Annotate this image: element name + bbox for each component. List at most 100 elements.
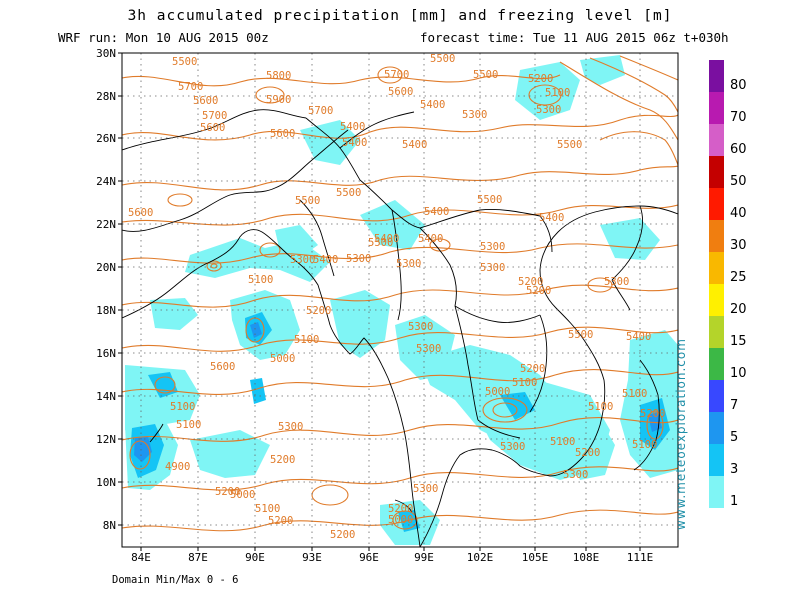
- freezing-level-label: 5600: [388, 86, 413, 98]
- freezing-level-label: 5400: [424, 206, 449, 218]
- freezing-level-label: 5300: [462, 109, 487, 121]
- colorbar-swatch: [709, 92, 724, 124]
- freezing-level-label: 5400: [342, 137, 367, 149]
- freezing-level-label: 5100: [248, 274, 273, 286]
- lat-label: 10N: [96, 476, 116, 489]
- lon-label: 102E: [467, 551, 494, 564]
- freezing-level-label: 5500: [295, 195, 320, 207]
- lat-label: 22N: [96, 218, 116, 231]
- freezing-level-label: 5100: [550, 436, 575, 448]
- lon-label: 84E: [131, 551, 151, 564]
- colorbar-swatch: [709, 476, 724, 508]
- freezing-level-label: 5100: [170, 401, 195, 413]
- freezing-level-label: 5900: [266, 94, 291, 106]
- colorbar-label: 7: [730, 398, 738, 413]
- colorbar-label: 10: [730, 366, 747, 381]
- latitude-axis: 30N 28N 26N 24N 22N 20N 18N 16N 14N 12N 10N 8N: [96, 47, 122, 532]
- colorbar-label: 5: [730, 430, 738, 445]
- precipitation-colorbar: 80 70 60 50 40 30 25 20 15 10 7 5 3 1: [709, 60, 747, 509]
- lat-label: 8N: [103, 519, 116, 532]
- freezing-level-label: 5500: [172, 56, 197, 68]
- freezing-level-label: 5100: [622, 388, 647, 400]
- freezing-level-label: 5300: [290, 254, 315, 266]
- freezing-level-label: 5300: [480, 241, 505, 253]
- freezing-level-labels: 5500570056005700560058005900570056005400…: [128, 53, 665, 541]
- freezing-level-label: 5500: [568, 329, 593, 341]
- freezing-level-label: 5600: [193, 95, 218, 107]
- lat-label: 14N: [96, 390, 116, 403]
- colorbar-label: 15: [730, 334, 747, 349]
- freezing-level-label: 5200: [640, 408, 665, 420]
- colorbar-swatch: [709, 316, 724, 348]
- freezing-level-label: 5200: [528, 73, 553, 85]
- lon-label: 99E: [414, 551, 434, 564]
- map-graticule: [122, 53, 678, 547]
- colorbar-label: 70: [730, 110, 747, 125]
- lon-label: 93E: [302, 551, 322, 564]
- lat-label: 28N: [96, 90, 116, 103]
- freezing-level-label: 5600: [128, 207, 153, 219]
- freezing-level-label: 5300: [346, 253, 371, 265]
- freezing-level-label: 5600: [200, 122, 225, 134]
- freezing-level-label: 5500: [336, 187, 361, 199]
- freezing-level-label: 5300: [396, 258, 421, 270]
- freezing-level-label: 5400: [374, 233, 399, 245]
- freezing-level-label: 5100: [588, 401, 613, 413]
- freezing-level-label: 5400: [626, 331, 651, 343]
- freezing-level-label: 5500: [430, 53, 455, 65]
- map-title: 3h accumulated precipitation [mm] and fr…: [127, 8, 673, 24]
- lat-label: 12N: [96, 433, 116, 446]
- freezing-level-label: 5100: [294, 334, 319, 346]
- freezing-level-label: 5000: [230, 489, 255, 501]
- freezing-level-label: 5800: [266, 70, 291, 82]
- colorbar-swatch: [709, 444, 724, 476]
- freezing-level-label: 5400: [420, 99, 445, 111]
- colorbar-swatch: [709, 124, 724, 156]
- freezing-level-label: 5200: [575, 447, 600, 459]
- freezing-level-label: 5300: [416, 343, 441, 355]
- colorbar-swatch: [709, 220, 724, 252]
- colorbar-label: 80: [730, 78, 747, 93]
- map-frame: [121, 52, 679, 548]
- freezing-level-label: 5700: [202, 110, 227, 122]
- colorbar-label: 30: [730, 238, 747, 253]
- colorbar-swatch: [709, 380, 724, 412]
- coastlines-and-borders: [122, 109, 678, 547]
- freezing-level-label: 5300: [480, 262, 505, 274]
- precipitation-areas: [125, 55, 678, 545]
- colorbar-label: 25: [730, 270, 747, 285]
- colorbar-swatch: [709, 156, 724, 188]
- lon-label: 87E: [188, 551, 208, 564]
- freezing-level-label: 5100: [545, 87, 570, 99]
- colorbar-swatch: [709, 252, 724, 284]
- forecast-time-label: forecast time: Tue 11 AUG 2015 06z t+030…: [420, 30, 729, 45]
- freezing-level-label: 5500: [368, 237, 393, 249]
- freezing-level-label: 5400: [340, 121, 365, 133]
- colorbar-label: 60: [730, 142, 747, 157]
- freezing-level-label: 5500: [477, 194, 502, 206]
- freezing-level-label: 5200: [215, 486, 240, 498]
- colorbar-label: 40: [730, 206, 747, 221]
- freezing-level-label: 5200: [330, 529, 355, 541]
- freezing-level-label: 5100: [512, 377, 537, 389]
- freezing-level-label: 5200: [520, 363, 545, 375]
- colorbar-swatch: [709, 348, 724, 380]
- freezing-level-label: 5200: [270, 454, 295, 466]
- freezing-level-label: 5700: [308, 105, 333, 117]
- freezing-level-label: 5200: [306, 305, 331, 317]
- freezing-level-label: 5000: [270, 353, 295, 365]
- freezing-level-label: 5600: [210, 361, 235, 373]
- freezing-level-label: 5300: [604, 276, 629, 288]
- freezing-level-label: 4900: [165, 461, 190, 473]
- lon-label: 108E: [573, 551, 600, 564]
- freezing-level-label: 5300: [563, 469, 588, 481]
- colorbar-label: 1: [730, 494, 738, 509]
- freezing-level-label: 5100: [632, 439, 657, 451]
- freezing-level-label: 5300: [500, 441, 525, 453]
- freezing-level-label: 5300: [278, 421, 303, 433]
- freezing-level-label: 5700: [384, 69, 409, 81]
- freezing-level-label: 5000: [485, 386, 510, 398]
- colorbar-swatch: [709, 60, 724, 92]
- lon-label: 111E: [627, 551, 654, 564]
